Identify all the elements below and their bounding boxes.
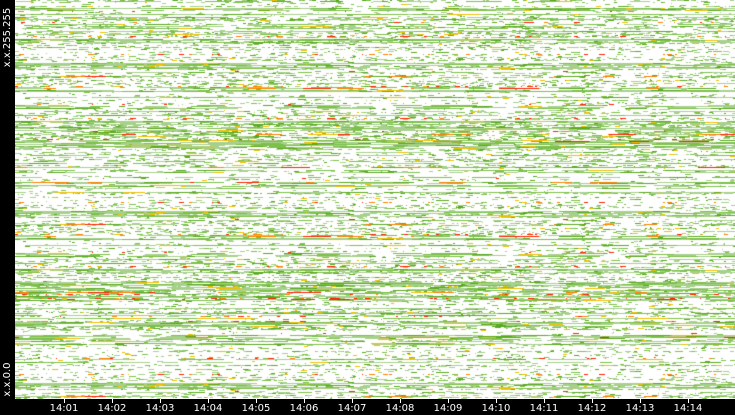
x-tick [256,399,257,403]
x-tick [688,399,689,403]
x-tick-label: 14:01 [49,403,79,414]
x-tick [400,399,401,403]
x-tick [640,399,641,403]
x-tick-label: 14:09 [433,403,463,414]
x-tick-label: 14:14 [673,403,703,414]
x-tick-label: 14:04 [193,403,223,414]
x-tick-label: 14:13 [625,403,655,414]
heatmap-plot-area [15,0,735,399]
x-tick-label: 14:07 [337,403,367,414]
x-tick-label: 14:03 [145,403,175,414]
x-tick [208,399,209,403]
x-tick-label: 14:10 [481,403,511,414]
x-tick [592,399,593,403]
x-tick [64,399,65,403]
x-tick [304,399,305,403]
x-tick [112,399,113,403]
y-label-top: x.x.255.255 [2,7,13,68]
y-axis: x.x.255.255 x.x.0.0 [0,0,15,400]
x-axis: 14:01 14:02 14:03 14:04 14:05 14:06 14:07 14:08… [0,399,735,415]
x-tick-label: 14:08 [385,403,415,414]
x-tick-label: 14:06 [289,403,319,414]
x-tick [496,399,497,403]
x-tick-label: 14:11 [529,403,559,414]
x-tick-label: 14:02 [97,403,127,414]
x-tick [544,399,545,403]
x-tick-label: 14:05 [241,403,271,414]
x-tick [448,399,449,403]
x-tick-label: 14:12 [577,403,607,414]
x-tick [160,399,161,403]
x-tick [352,399,353,403]
